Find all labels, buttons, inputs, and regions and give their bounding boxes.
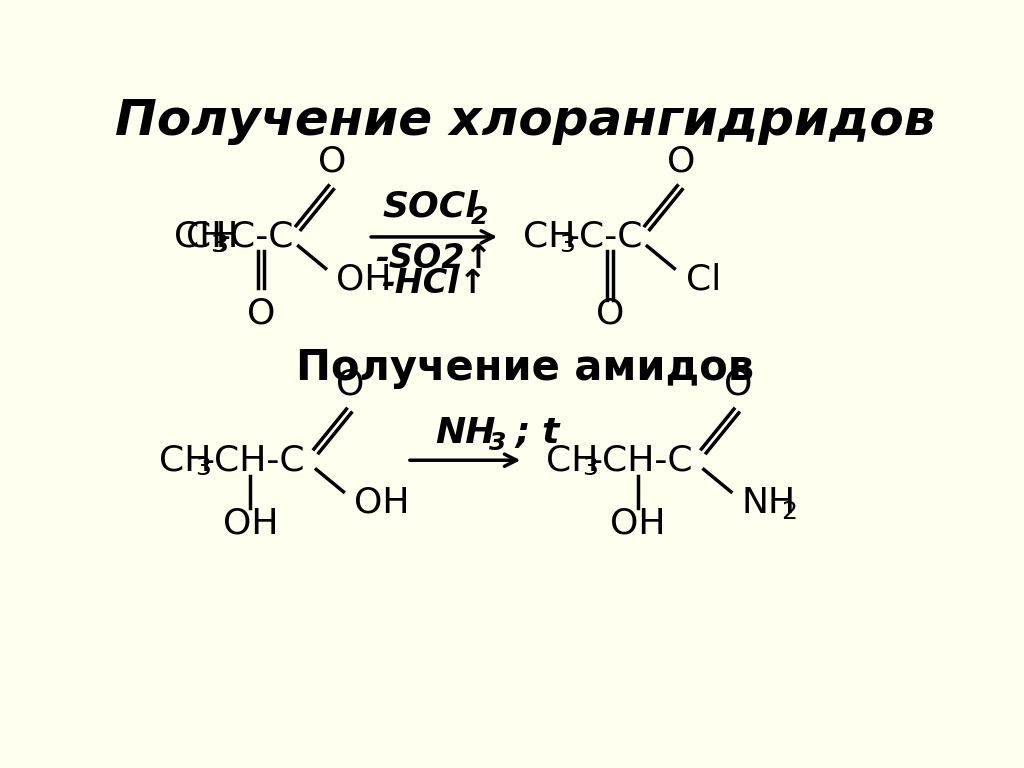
Text: 3: 3 [559, 233, 574, 257]
Text: -CH-C: -CH-C [589, 443, 693, 477]
Text: CH: CH [186, 220, 239, 254]
Text: CH: CH [547, 443, 599, 477]
Text: CH: CH [159, 443, 211, 477]
Text: O: O [596, 297, 625, 331]
Text: 3: 3 [489, 432, 506, 455]
Text: OH: OH [610, 506, 666, 541]
Text: ; t: ; t [515, 416, 560, 450]
Text: O: O [318, 144, 347, 178]
Text: 2: 2 [470, 205, 487, 229]
Text: O: O [336, 368, 365, 402]
Text: SOCl: SOCl [382, 189, 478, 223]
Text: CH: CH [174, 220, 227, 254]
Text: OH: OH [222, 506, 279, 541]
Text: Получение хлорангидридов: Получение хлорангидридов [115, 98, 935, 145]
Text: O: O [724, 368, 752, 402]
Text: 3: 3 [583, 456, 598, 480]
Text: -C-C: -C-C [217, 220, 294, 254]
Text: 3: 3 [210, 233, 226, 257]
Text: 3: 3 [195, 456, 211, 480]
Text: Cl: Cl [686, 262, 721, 296]
Text: Получение амидов: Получение амидов [296, 347, 754, 389]
Text: O: O [668, 144, 695, 178]
Text: 2: 2 [781, 500, 798, 524]
Text: CH: CH [523, 220, 575, 254]
Text: OH: OH [336, 262, 391, 296]
Text: -C-C: -C-C [566, 220, 642, 254]
Text: -CH-C: -CH-C [202, 443, 305, 477]
Text: -SO2↑: -SO2↑ [376, 242, 493, 275]
Text: OH: OH [353, 485, 409, 520]
Text: 3: 3 [212, 233, 227, 257]
Text: -HCl↑: -HCl↑ [381, 266, 487, 300]
Text: O: O [247, 297, 275, 331]
Text: NH: NH [435, 416, 496, 450]
Text: NH: NH [741, 485, 796, 520]
